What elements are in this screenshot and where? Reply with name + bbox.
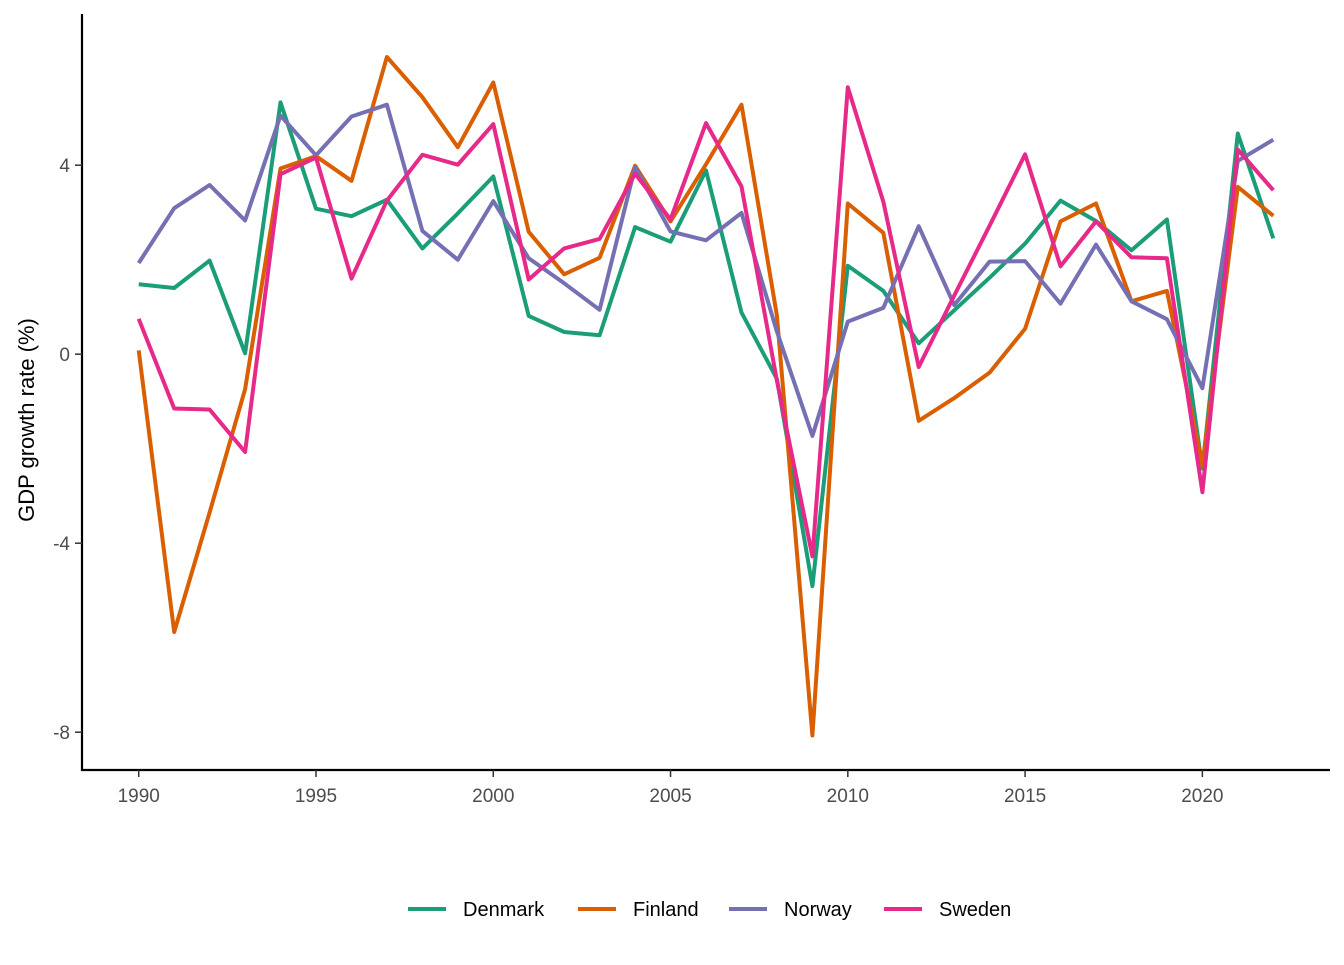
x-tick-label: 1990	[118, 786, 160, 807]
series-line-norway	[137, 102, 1275, 438]
x-tick-label: 2015	[1004, 786, 1046, 807]
x-tick-label: 2000	[472, 786, 514, 807]
legend: Denmark Finland Norway Sweden	[408, 899, 1011, 921]
x-tick-label: 2010	[827, 786, 869, 807]
y-axis-label: GDP growth rate (%)	[14, 318, 39, 522]
legend-label-denmark: Denmark	[463, 899, 545, 921]
x-tick-label: 2020	[1181, 786, 1223, 807]
series-line-sweden	[136, 85, 1275, 559]
series-layer	[136, 55, 1276, 738]
x-tick-label: 1995	[295, 786, 337, 807]
y-tick-label: 4	[59, 156, 70, 177]
x-tick-label: 2005	[649, 786, 691, 807]
series-line-finland	[136, 55, 1275, 738]
series-line-denmark	[138, 100, 1276, 589]
legend-label-finland: Finland	[633, 899, 699, 921]
y-tick-label: -4	[53, 534, 70, 555]
y-tick-label: -8	[53, 723, 70, 744]
axes-layer: 1990 1995 2000 2005 2010 2015 2020 -8 -4 0 4	[53, 14, 1330, 807]
legend-label-sweden: Sweden	[939, 899, 1011, 921]
y-tick-label: 0	[59, 345, 70, 366]
legend-label-norway: Norway	[784, 899, 852, 921]
